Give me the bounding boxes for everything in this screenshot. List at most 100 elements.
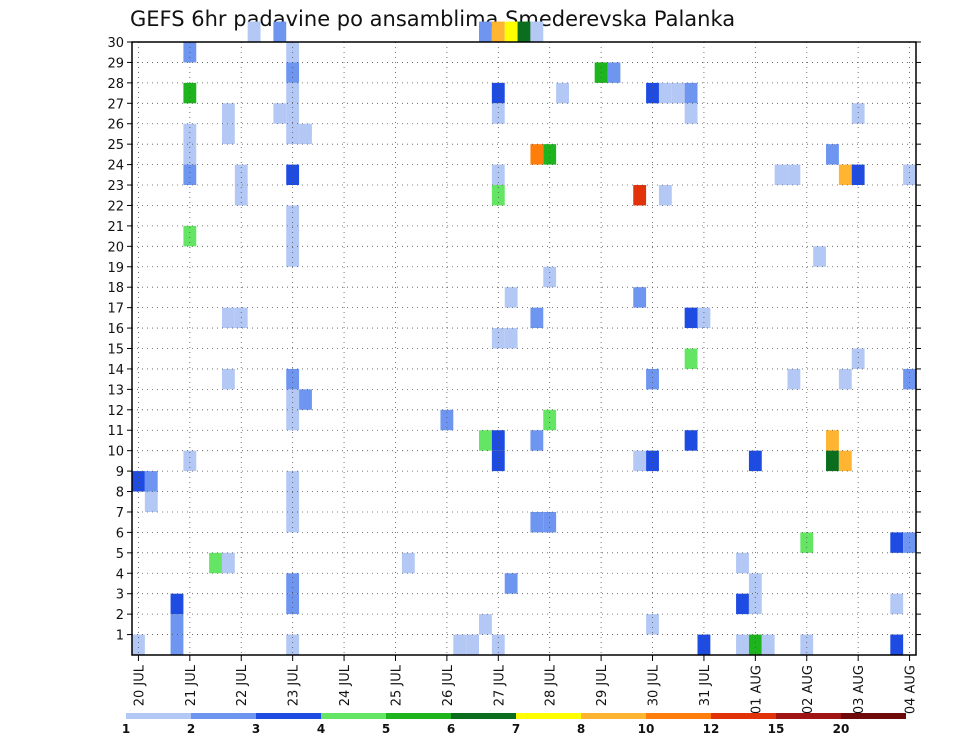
precip-cell: [800, 634, 814, 655]
precip-cell: [286, 246, 300, 267]
legend-swatch: [776, 713, 841, 719]
precip-cell: [491, 328, 505, 349]
legend-swatch: [256, 713, 321, 719]
precip-cell: [440, 409, 454, 431]
legend-label: 1: [122, 722, 130, 736]
precip-cell: [633, 185, 647, 206]
y-tick-label: 5: [116, 547, 124, 562]
precip-cell: [401, 552, 415, 574]
precip-cell: [286, 82, 300, 104]
x-tick-label: 26 JUL: [441, 664, 456, 706]
y-tick-label: 22: [107, 199, 124, 214]
precip-cell: [671, 82, 685, 104]
precip-cell: [748, 450, 762, 472]
y-tick-label: 7: [116, 506, 124, 521]
precip-cell: [286, 103, 300, 124]
precip-cell: [491, 430, 505, 451]
legend-label: 12: [703, 722, 720, 736]
precip-cell: [838, 450, 852, 472]
precip-cell: [684, 307, 698, 329]
precip-cell: [684, 430, 698, 451]
x-tick-label: 29 JUL: [595, 664, 610, 706]
precip-cell: [774, 164, 788, 186]
precip-cell: [517, 21, 531, 42]
precip-cell: [132, 471, 145, 492]
precip-cell: [286, 491, 300, 512]
precip-cell: [530, 511, 544, 533]
precip-cell: [530, 430, 544, 451]
precip-cell: [209, 552, 222, 574]
precip-cell: [633, 450, 647, 472]
chart-title: GEFS 6hr padavine po ansamblima Smederev…: [130, 7, 735, 31]
precip-cell: [479, 430, 492, 451]
precip-cell: [221, 368, 235, 390]
precip-cell: [736, 634, 749, 655]
precip-cell: [453, 634, 467, 655]
precip-cell: [684, 103, 698, 124]
precip-cell: [286, 409, 300, 431]
y-tick-label: 30: [107, 36, 124, 51]
precip-cell: [530, 144, 544, 165]
y-tick-label: 13: [107, 383, 124, 398]
precip-cell: [646, 450, 659, 472]
legend-swatch: [841, 713, 906, 719]
precip-cell: [748, 634, 762, 655]
precip-cell: [761, 634, 775, 655]
x-tick-label: 31 JUL: [698, 664, 713, 706]
x-tick-label: 23 JUL: [287, 664, 302, 706]
precip-cell: [183, 144, 197, 165]
precip-cell: [646, 614, 659, 635]
x-tick-label: 28 JUL: [544, 664, 559, 706]
precip-cell: [851, 348, 865, 369]
precip-cell: [286, 471, 300, 492]
y-tick-label: 29: [107, 56, 124, 71]
precip-cell: [838, 368, 852, 390]
precip-cell: [183, 123, 197, 145]
precip-cell: [556, 82, 569, 104]
precip-cell: [299, 123, 312, 145]
y-tick-label: 26: [107, 118, 124, 133]
grid-lines: [132, 41, 916, 655]
precip-cell: [221, 307, 235, 329]
precip-cell: [491, 164, 505, 186]
precip-cell: [890, 593, 904, 615]
legend-label: 15: [768, 722, 785, 736]
precip-cell: [491, 103, 505, 124]
x-tick-label: 25 JUL: [389, 664, 404, 706]
precip-cell: [247, 21, 261, 42]
precip-cell: [183, 450, 197, 472]
legend-label: 8: [577, 722, 585, 736]
precip-cell: [646, 82, 659, 104]
precip-cell: [144, 491, 158, 512]
precip-cell: [286, 389, 300, 410]
precip-cell: [466, 634, 480, 655]
precip-cell: [658, 185, 672, 206]
legend-label: 20: [833, 722, 850, 736]
precip-cell: [813, 246, 827, 267]
precip-cell: [658, 82, 672, 104]
precip-cell: [491, 450, 505, 472]
precip-cell: [543, 144, 557, 165]
precip-cell: [286, 368, 300, 390]
precip-cell: [684, 82, 698, 104]
precip-cell: [273, 103, 287, 124]
precip-cell: [286, 593, 300, 615]
legend-label: 7: [512, 722, 520, 736]
y-tick-label: 1: [116, 629, 124, 644]
precip-cell: [851, 164, 865, 186]
legend-swatch: [646, 713, 711, 719]
precip-cell: [491, 185, 505, 206]
precip-cell: [826, 144, 839, 165]
precip-cell: [170, 614, 184, 635]
x-tick-label: 22 JUL: [235, 664, 250, 706]
y-tick-label: 15: [107, 343, 124, 358]
legend-swatch: [126, 713, 191, 719]
precip-cell: [491, 634, 505, 655]
legend-label: 5: [382, 722, 390, 736]
y-tick-label: 9: [116, 465, 124, 480]
plot-frame: [131, 41, 917, 656]
legend-swatch: [191, 713, 256, 719]
color-legend: 1 2 3 4 5 6 7 8 10 12 15 20: [122, 713, 906, 736]
precip-cell: [787, 368, 801, 390]
